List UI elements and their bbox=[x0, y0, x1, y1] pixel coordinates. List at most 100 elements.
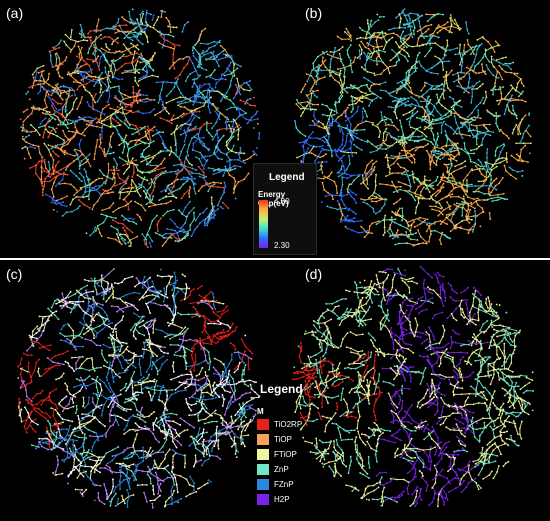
tree-branch bbox=[168, 146, 173, 156]
tree-branch bbox=[164, 468, 176, 486]
tree-branch bbox=[385, 154, 391, 174]
tree-branch bbox=[367, 49, 387, 58]
tree-branch bbox=[121, 105, 131, 127]
tree-branch bbox=[515, 142, 532, 145]
tree-branch bbox=[390, 411, 395, 424]
tree-branch bbox=[49, 160, 60, 178]
tree-branch bbox=[409, 126, 428, 138]
tree-branch bbox=[344, 364, 364, 370]
tree-branch bbox=[226, 169, 237, 190]
tree-branch bbox=[482, 470, 493, 480]
tree-branch bbox=[487, 367, 514, 373]
tree-branch bbox=[145, 156, 155, 166]
tree-branch bbox=[215, 129, 221, 152]
tree-branch bbox=[331, 304, 340, 312]
tree-branch bbox=[390, 391, 398, 411]
tree-branch bbox=[456, 84, 474, 90]
tree-branch bbox=[409, 446, 437, 452]
tree-branch bbox=[121, 354, 137, 369]
tree-branch bbox=[181, 273, 187, 278]
tree-branch bbox=[406, 216, 429, 224]
tree-branch bbox=[105, 361, 112, 382]
tree-branch bbox=[474, 380, 479, 397]
tree-branch bbox=[190, 218, 207, 238]
tree-branch bbox=[61, 396, 72, 413]
tree-branch bbox=[69, 169, 83, 183]
tree-branch bbox=[340, 134, 348, 151]
tree-branch bbox=[349, 59, 354, 74]
tree-branch bbox=[433, 492, 447, 500]
tree-branch bbox=[429, 205, 442, 210]
tree-branch bbox=[183, 283, 188, 301]
tio2rp-swatch bbox=[257, 419, 269, 430]
tree-branch bbox=[256, 147, 258, 149]
tree-branch bbox=[472, 351, 486, 362]
tree-branch bbox=[82, 85, 97, 104]
tree-branch bbox=[233, 350, 246, 370]
tree-branch bbox=[96, 88, 109, 103]
tree-branch bbox=[461, 187, 479, 201]
tree-branch bbox=[92, 35, 98, 55]
tree-branch bbox=[214, 412, 224, 426]
tree-branch bbox=[224, 116, 229, 131]
tree-branch bbox=[428, 486, 436, 507]
tree-branch bbox=[305, 93, 312, 112]
tree-branch bbox=[55, 372, 65, 381]
tree-branch bbox=[169, 169, 184, 195]
tree-branch bbox=[60, 322, 69, 331]
tree-branch bbox=[363, 168, 375, 180]
tree-branch bbox=[494, 143, 505, 157]
tree-branch bbox=[66, 337, 77, 351]
tree-branch bbox=[353, 391, 369, 396]
tree-branch bbox=[191, 149, 208, 162]
tree-branch bbox=[134, 76, 140, 87]
tree-branch bbox=[128, 140, 155, 150]
tree-branch bbox=[124, 123, 137, 131]
tree-branch bbox=[489, 363, 495, 386]
tree-branch bbox=[397, 267, 400, 269]
tree-branch bbox=[315, 453, 317, 456]
tree-branch bbox=[439, 286, 445, 308]
tree-branch bbox=[318, 369, 329, 389]
tree-branch bbox=[152, 484, 155, 496]
tree-branch bbox=[30, 358, 40, 383]
tree-branch bbox=[156, 344, 169, 355]
tree-branch bbox=[165, 227, 181, 240]
tree-branch bbox=[131, 164, 135, 178]
tree-branch bbox=[95, 375, 100, 394]
tree-branch bbox=[144, 178, 154, 199]
tree-branch bbox=[64, 33, 89, 43]
tree-branch bbox=[477, 303, 481, 320]
tree-branch bbox=[236, 351, 246, 364]
tree-branch bbox=[144, 425, 160, 444]
tree-branch bbox=[92, 319, 107, 330]
tree-branch bbox=[230, 126, 242, 139]
tree-branch bbox=[196, 284, 203, 290]
tree-branch bbox=[95, 286, 115, 296]
tree-branch bbox=[443, 39, 449, 56]
tree-branch bbox=[488, 157, 508, 171]
tree-branch bbox=[142, 293, 160, 299]
tree-branch bbox=[204, 370, 213, 394]
tree-branch bbox=[376, 13, 379, 16]
tree-branch bbox=[152, 320, 156, 334]
tree-branch bbox=[405, 12, 422, 18]
panel-a: (a) bbox=[0, 0, 275, 258]
tree-branch bbox=[333, 440, 344, 458]
tree-branch bbox=[436, 172, 445, 187]
tree-branch bbox=[137, 99, 152, 103]
tree-branch bbox=[185, 490, 198, 498]
tree-branch bbox=[188, 378, 198, 399]
tree-branch bbox=[138, 358, 143, 376]
tree-branch bbox=[489, 306, 499, 317]
tree-branch bbox=[406, 305, 414, 320]
tree-branch bbox=[404, 67, 418, 82]
tree-branch bbox=[72, 80, 86, 88]
tree-branch bbox=[378, 15, 385, 18]
tree-branch bbox=[134, 200, 147, 212]
tree-branch bbox=[118, 186, 135, 200]
tree-branch bbox=[43, 399, 59, 410]
tree-branch bbox=[349, 137, 354, 158]
tree-branch bbox=[325, 298, 347, 305]
tree-branch bbox=[327, 371, 341, 378]
